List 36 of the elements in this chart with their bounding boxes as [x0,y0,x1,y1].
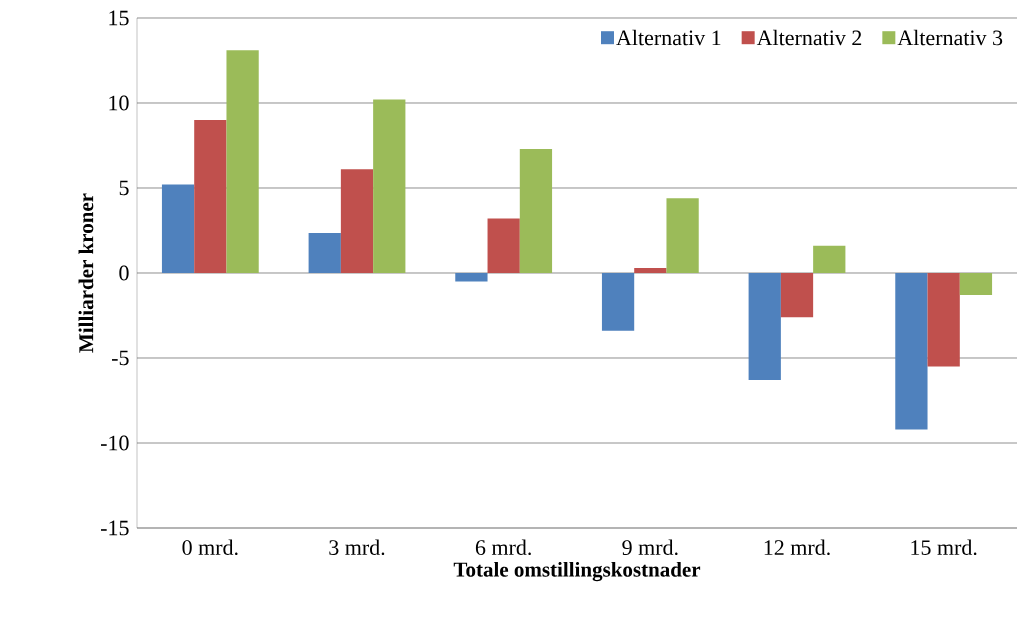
x-axis-title: Totale omstillingskostnader [453,561,701,582]
x-tick-label: 12 mrd. [764,539,830,556]
bar [161,184,195,273]
y-tick-label: 15 [109,10,129,26]
y-tick-label: 5 [119,180,129,196]
x-tick-label: 15 mrd. [911,539,977,556]
bar [601,273,635,331]
x-tick-label: 9 mrd. [622,539,678,556]
bar [927,273,960,367]
bar [519,148,553,273]
bar [895,273,928,430]
bar [340,169,374,273]
legend-label: Alternativ 1 [616,29,721,46]
y-tick-label: -5 [111,350,129,366]
x-tick-label: 3 mrd. [329,539,385,556]
bar [634,267,667,273]
bar [455,273,488,282]
bar [308,233,341,273]
y-tick-label: -10 [100,435,129,451]
x-tick-label: 0 mrd. [182,539,238,556]
x-tick-label: 6 mrd. [475,539,531,556]
bar [813,245,846,273]
bar [748,273,781,381]
bar [780,273,814,318]
bar [959,273,993,296]
y-tick-label: -15 [100,520,129,536]
legend-label: Alternativ 3 [897,29,1003,46]
bar [487,218,520,273]
legend-label: Alternativ 2 [756,29,862,46]
y-axis-title: Milliarder kroner [78,193,94,353]
y-tick-label: 10 [109,95,129,111]
bar [194,120,227,273]
y-tick-label: 0 [119,265,129,281]
bar [666,198,699,273]
bar [226,50,259,273]
bar [373,99,406,273]
